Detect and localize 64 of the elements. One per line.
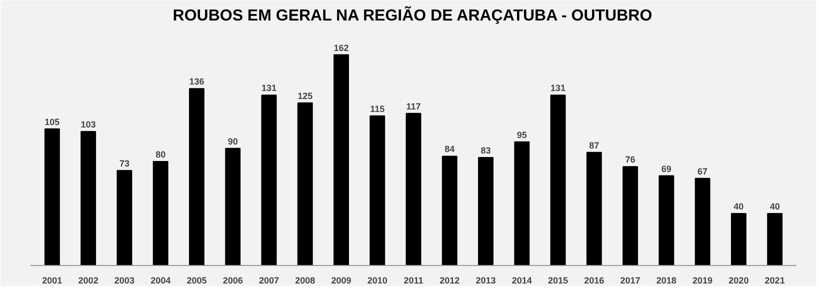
x-tick-label: 2012 — [440, 276, 460, 286]
bar — [478, 157, 494, 266]
bar — [406, 112, 422, 266]
bar — [586, 152, 602, 266]
bar — [370, 115, 386, 266]
data-label: 131 — [550, 83, 566, 94]
bar — [694, 178, 710, 266]
x-tick-label: 2021 — [764, 276, 785, 286]
data-label: 73 — [119, 158, 130, 169]
x-tick-label: 2018 — [656, 276, 676, 286]
x-tick-label: 2002 — [78, 276, 98, 286]
bar — [334, 54, 349, 266]
x-tick-label: 2011 — [404, 276, 424, 286]
data-label: 69 — [661, 164, 672, 174]
data-label: 95 — [516, 130, 527, 140]
data-label: 87 — [589, 140, 600, 150]
data-label: 131 — [261, 83, 276, 94]
data-label: 115 — [370, 104, 385, 114]
data-label: 40 — [734, 201, 744, 212]
data-label: 125 — [298, 90, 313, 101]
bar — [188, 88, 204, 266]
x-tick-label: 2009 — [331, 276, 352, 286]
x-tick-label: 2016 — [584, 276, 604, 286]
bar — [297, 102, 313, 266]
data-label: 76 — [625, 154, 636, 165]
x-tick-label: 2007 — [258, 276, 279, 286]
bar — [550, 94, 566, 266]
bar — [767, 212, 783, 266]
bar — [116, 170, 132, 266]
x-tick-label: 2017 — [620, 276, 640, 286]
bar — [152, 160, 168, 266]
x-tick-label: 2010 — [367, 276, 388, 286]
data-label: 80 — [156, 149, 166, 160]
bar — [622, 166, 638, 266]
data-label: 103 — [80, 120, 96, 130]
x-tick-label: 2001 — [42, 276, 62, 286]
bar — [225, 148, 241, 266]
chart-title: ROUBOS EM GERAL NA REGIÃO DE ARAÇATUBA - OUTUBRO — [172, 6, 652, 24]
data-label: 90 — [228, 136, 238, 146]
x-tick-label: 2020 — [728, 276, 749, 286]
data-label: 83 — [480, 146, 491, 156]
bar — [730, 212, 746, 266]
data-label: 105 — [44, 116, 60, 127]
x-tick-label: 2019 — [692, 276, 713, 286]
bar — [44, 128, 60, 266]
x-tick-label: 2005 — [186, 276, 207, 286]
bar — [442, 156, 458, 266]
bar — [80, 131, 96, 266]
x-tick-label: 2013 — [476, 276, 496, 286]
data-label: 40 — [770, 201, 780, 212]
data-label: 117 — [406, 101, 421, 112]
data-label: 67 — [698, 166, 708, 176]
x-tick-label: 2008 — [295, 276, 316, 286]
x-tick-label: 2006 — [222, 276, 243, 286]
x-tick-label: 2003 — [114, 276, 134, 286]
x-tick-label: 2004 — [150, 276, 171, 286]
data-label: 136 — [189, 76, 204, 87]
bar — [514, 141, 530, 266]
x-tick-label: 2015 — [548, 276, 568, 286]
bar — [658, 175, 674, 266]
data-label: 84 — [444, 144, 455, 154]
bar — [261, 94, 277, 266]
x-tick-label: 2014 — [512, 276, 532, 286]
data-label: 162 — [334, 42, 349, 53]
